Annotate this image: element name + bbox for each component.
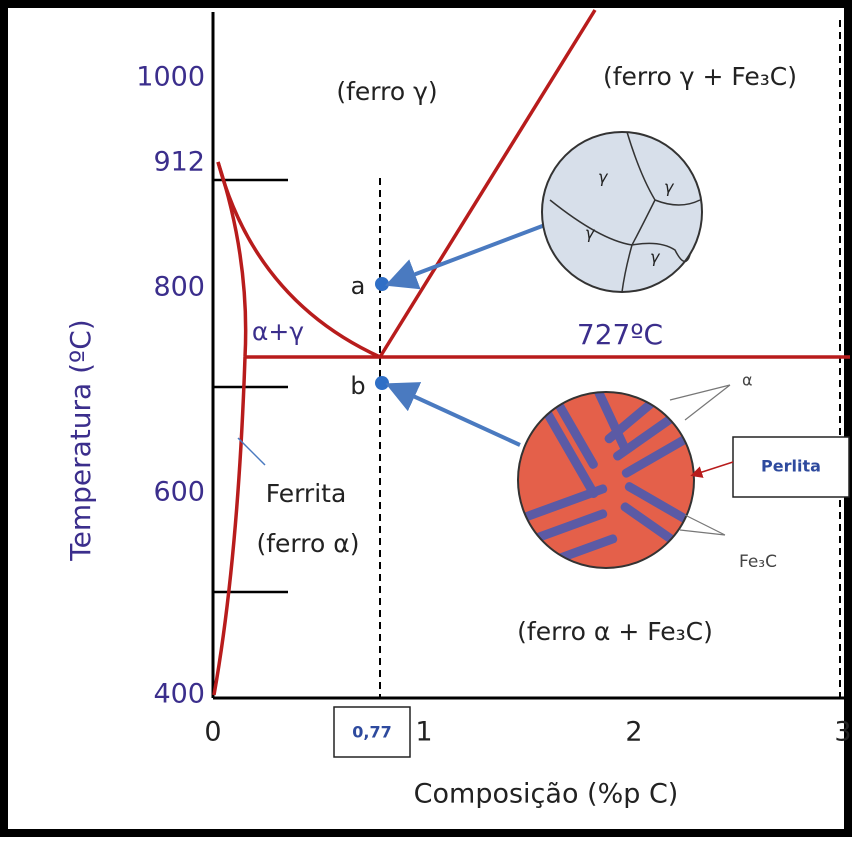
point-label: a [351, 272, 366, 300]
region-label: (ferro α) [257, 529, 360, 558]
x-label: Composição (%p C) [414, 779, 679, 810]
austenite-circle: γ γ γ γ [541, 131, 703, 293]
marker-box [333, 706, 411, 758]
x-tick: 2 [625, 717, 642, 748]
grain-label: γ [664, 178, 675, 197]
grain-label: γ [585, 224, 596, 243]
x-marker: 0,77 [352, 723, 391, 742]
perlita-label: Perlita [761, 457, 821, 476]
x-tick: 0 [204, 717, 221, 748]
grain-label: γ [650, 248, 661, 267]
point-label: b [350, 372, 365, 400]
perlita-box [732, 436, 850, 498]
region-label: (ferro γ) [336, 77, 437, 106]
point [375, 277, 389, 291]
region-label: (ferro γ + Fe₃C) [603, 62, 797, 91]
pearlite-circle: α Fe₃C [517, 371, 777, 572]
ferrite-pointer [237, 437, 266, 466]
phase-boundaries [212, 9, 850, 696]
region-label: α+γ [252, 317, 304, 346]
grain-label: γ [598, 168, 609, 187]
arrow [385, 223, 546, 290]
y-tick: 400 [153, 679, 205, 710]
point [375, 376, 389, 390]
y-tick: 600 [153, 477, 205, 508]
x-tick: 3 [834, 717, 851, 748]
y-tick: 912 [153, 147, 205, 178]
x-tick: 1 [415, 717, 432, 748]
y-tick: 800 [153, 272, 205, 303]
region-label: (ferro α + Fe₃C) [517, 617, 713, 646]
region-label: Ferrita [266, 479, 347, 508]
pearlite-alpha: α [742, 371, 753, 390]
pearlite-cementite: Fe₃C [739, 552, 777, 572]
eutectoid-label: 727ºC [577, 318, 663, 351]
y-label: Temperatura (ºC) [64, 319, 97, 561]
perlita-arrow [690, 461, 734, 478]
y-tick: 1000 [136, 62, 205, 93]
tick-marks [213, 178, 288, 594]
arrow [385, 382, 521, 447]
